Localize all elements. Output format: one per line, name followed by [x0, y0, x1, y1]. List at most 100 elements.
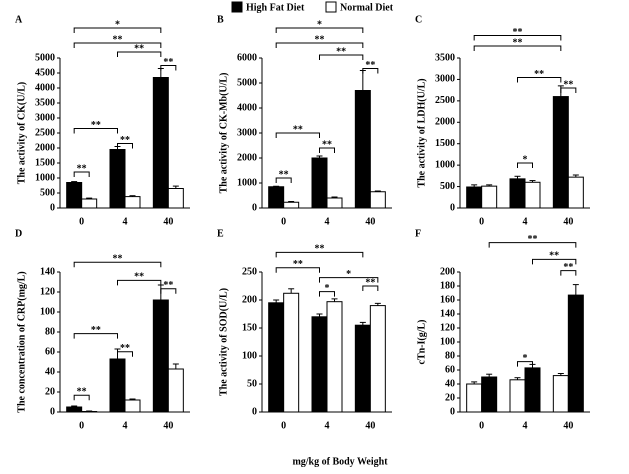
y-tick-label: 200 — [440, 266, 455, 277]
y-tick-label: 1500 — [35, 157, 55, 168]
significance-bracket — [319, 54, 364, 60]
significance-bracket — [362, 68, 379, 74]
significance-label: ** — [293, 124, 303, 135]
x-tick-label: 0 — [281, 216, 286, 227]
significance-label: ** — [563, 79, 573, 90]
bar — [369, 305, 386, 413]
significance-label: * — [346, 269, 351, 280]
bar — [567, 176, 584, 209]
y-tick-label: 200 — [242, 294, 257, 305]
bar — [481, 185, 498, 209]
significance-label: ** — [134, 272, 144, 283]
x-tick-label: 4 — [123, 420, 128, 431]
significance-label: * — [115, 19, 120, 30]
panel-label: E — [217, 228, 224, 239]
bar — [354, 90, 371, 209]
y-tick-label: 3500 — [435, 52, 455, 63]
x-tick-label: 40 — [365, 420, 375, 431]
bar — [481, 376, 498, 413]
bar — [283, 201, 300, 209]
bar — [81, 198, 98, 209]
y-tick-label: 120 — [440, 322, 455, 333]
significance-bracket — [275, 27, 364, 33]
y-tick-label: 5000 — [237, 77, 257, 88]
bar — [369, 191, 386, 209]
significance-label: ** — [293, 259, 303, 270]
y-tick-label: 50 — [247, 378, 257, 389]
significance-label: ** — [113, 34, 123, 45]
y-tick-label: 0 — [252, 202, 257, 213]
bar — [268, 186, 285, 209]
significance-label: ** — [315, 34, 325, 45]
bar — [152, 299, 169, 413]
y-tick-label: 0 — [450, 406, 455, 417]
y-tick-label: 1000 — [435, 159, 455, 170]
significance-bracket — [117, 279, 162, 286]
bar — [524, 181, 541, 209]
y-tick-label: 0 — [252, 406, 257, 417]
significance-bracket — [73, 394, 90, 401]
bar — [283, 292, 300, 413]
bar — [354, 324, 371, 413]
y-tick-label: 100 — [440, 336, 455, 347]
bar — [552, 96, 569, 209]
y-tick-label: 3000 — [237, 127, 257, 138]
panel-label: A — [15, 14, 23, 25]
significance-label: ** — [120, 135, 130, 146]
bar — [167, 188, 184, 209]
panel-label: F — [415, 228, 421, 239]
bar — [326, 301, 343, 413]
y-tick-label: 0 — [50, 406, 55, 417]
significance-bracket — [160, 65, 177, 71]
significance-label: ** — [134, 43, 144, 54]
bar — [311, 157, 328, 209]
x-tick-label: 0 — [281, 420, 286, 431]
y-tick-label: 180 — [440, 280, 455, 291]
y-tick-label: 4000 — [237, 102, 257, 113]
x-tick-label: 0 — [479, 420, 484, 431]
legend-swatch — [231, 1, 243, 13]
legend-label: High Fat Diet — [246, 2, 305, 13]
y-axis-title: cTn-I(g/L) — [416, 320, 427, 365]
bar — [466, 383, 483, 413]
significance-bracket — [117, 351, 133, 357]
significance-bracket — [517, 162, 533, 168]
significance-label: ** — [365, 60, 375, 71]
y-tick-label: 0 — [50, 202, 55, 213]
y-tick-label: 80 — [45, 326, 55, 337]
y-tick-label: 2000 — [237, 152, 257, 163]
significance-bracket — [319, 291, 335, 297]
bar — [152, 77, 169, 209]
y-tick-label: 60 — [45, 346, 55, 357]
x-tick-label: 4 — [123, 216, 128, 227]
y-tick-label: 140 — [440, 308, 455, 319]
significance-bracket — [117, 51, 162, 57]
significance-bracket — [517, 361, 533, 367]
significance-bracket — [275, 251, 364, 258]
significance-label: ** — [534, 69, 544, 80]
significance-bracket — [117, 143, 133, 149]
bar — [466, 186, 483, 209]
y-tick-label: 1000 — [35, 172, 55, 183]
x-tick-label: 0 — [79, 216, 84, 227]
y-axis-title: The activity of LDH(U/L) — [416, 78, 427, 187]
significance-bracket — [560, 270, 577, 276]
x-tick-label: 4 — [325, 420, 330, 431]
significance-label: ** — [163, 57, 173, 68]
y-tick-label: 5000 — [35, 52, 55, 63]
panel-label: D — [15, 228, 22, 239]
significance-bracket — [560, 87, 577, 93]
y-tick-label: 500 — [440, 181, 455, 192]
significance-label: ** — [91, 325, 101, 336]
significance-label: ** — [322, 139, 332, 150]
x-tick-label: 40 — [563, 420, 573, 431]
significance-bracket — [73, 171, 90, 177]
bar — [509, 379, 526, 413]
significance-label: ** — [528, 234, 538, 245]
legend-swatch — [325, 1, 337, 13]
panel-label: C — [415, 14, 422, 25]
significance-bracket — [473, 45, 562, 51]
y-tick-label: 20 — [445, 392, 455, 403]
significance-bracket — [73, 128, 118, 134]
